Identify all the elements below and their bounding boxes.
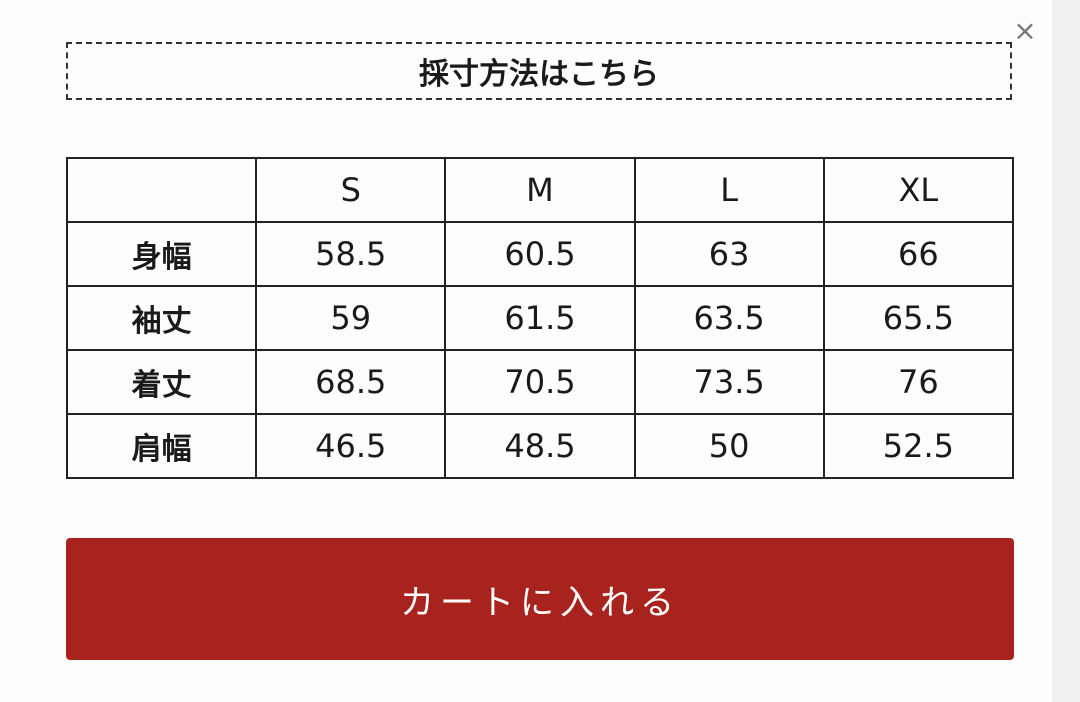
row-label: 肩幅 [65,413,258,479]
table-row: 肩幅 46.5 48.5 50 52.5 [65,413,1015,479]
table-cell: 52.5 [822,413,1015,479]
row-label: 袖丈 [65,285,258,351]
table-cell: 66 [822,221,1015,287]
row-label: 身幅 [65,221,258,287]
table-row: 着丈 68.5 70.5 73.5 76 [65,349,1015,415]
table-cell: 68.5 [255,349,447,415]
close-icon[interactable]: × [1013,14,1037,47]
table-header-cell: XL [822,157,1015,223]
table-cell: 58.5 [255,221,447,287]
table-header-cell: L [633,157,825,223]
row-label: 着丈 [65,349,258,415]
table-cell: 50 [633,413,825,479]
table-cell: 60.5 [444,221,636,287]
table-header-row: S M L XL [65,157,1015,223]
table-cell: 61.5 [444,285,636,351]
table-cell: 63 [633,221,825,287]
table-header-cell [65,157,258,223]
scroll-edge [1052,0,1080,702]
size-table: S M L XL 身幅 58.5 60.5 63 66 袖丈 59 61.5 63.5 65.5 着… [65,157,1015,479]
table-cell: 46.5 [255,413,447,479]
add-to-cart-button[interactable]: カートに入れる [66,538,1014,660]
table-row: 袖丈 59 61.5 63.5 65.5 [65,285,1015,351]
measurement-method-link[interactable]: 採寸方法はこちら [66,42,1012,100]
table-cell: 65.5 [822,285,1015,351]
table-cell: 48.5 [444,413,636,479]
table-cell: 76 [822,349,1015,415]
table-cell: 73.5 [633,349,825,415]
table-header-cell: M [444,157,636,223]
table-cell: 63.5 [633,285,825,351]
table-header-cell: S [255,157,447,223]
table-row: 身幅 58.5 60.5 63 66 [65,221,1015,287]
table-cell: 70.5 [444,349,636,415]
table-cell: 59 [255,285,447,351]
